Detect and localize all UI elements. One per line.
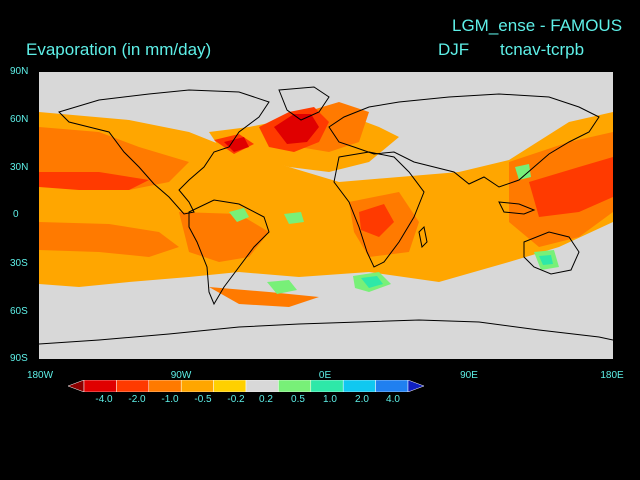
experiment-title: LGM_ense - FAMOUS (452, 16, 623, 35)
colorbar-label: 1.0 (323, 394, 337, 405)
difference-label: tcnav-tcrpb (500, 40, 585, 59)
colorbar-swatch (213, 380, 247, 392)
lon-tick-90e: 90E (460, 370, 478, 381)
lat-tick-30s: 30S (10, 258, 28, 269)
lat-tick-0: 0 (13, 209, 19, 220)
lon-tick-90w: 90W (170, 370, 192, 381)
colorbar-label: -1.0 (161, 394, 179, 405)
colorbar-swatch (116, 380, 150, 392)
colorbar-swatch (375, 380, 409, 392)
colorbar-label: -0.2 (227, 394, 245, 405)
lat-tick-60n: 60N (10, 114, 29, 125)
colorbar-label: -4.0 (95, 394, 113, 405)
colorbar-swatch (68, 380, 85, 392)
colorbar-swatch (342, 380, 376, 392)
colorbar-label: 0.2 (259, 394, 273, 405)
colorbar-label: 4.0 (386, 394, 400, 405)
colorbar-label: -2.0 (128, 394, 146, 405)
colorbar-swatch (245, 380, 279, 392)
positive-anomaly-fields (229, 164, 559, 294)
negative-anomaly-fields (39, 102, 613, 307)
colorbar-swatch (310, 380, 344, 392)
colorbar-swatch (278, 380, 312, 392)
colorbar-swatch (180, 380, 214, 392)
colorbar (68, 380, 424, 392)
colorbar-swatch (148, 380, 182, 392)
season-label: DJF (438, 40, 470, 59)
colorbar-label: -0.5 (194, 394, 212, 405)
lat-tick-30n: 30N (10, 162, 29, 173)
colorbar-swatch (407, 380, 424, 392)
variable-title: Evaporation (in mm/day) (26, 40, 212, 59)
lat-tick-90s: 90S (10, 353, 28, 364)
lon-tick-0e: 0E (318, 370, 332, 381)
evaporation-map (39, 72, 613, 359)
lon-tick-180w: 180W (26, 370, 54, 381)
lat-tick-90n: 90N (10, 66, 29, 77)
colorbar-label: 2.0 (355, 394, 369, 405)
colorbar-label: 0.5 (291, 394, 305, 405)
lat-tick-60s: 60S (10, 306, 28, 317)
coastlines (39, 86, 613, 345)
lon-tick-180e: 180E (600, 370, 624, 381)
colorbar-swatch (83, 380, 117, 392)
